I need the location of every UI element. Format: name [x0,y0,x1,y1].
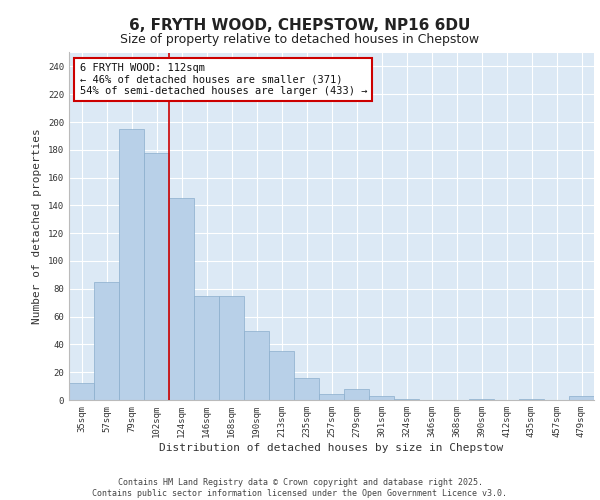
Text: Contains HM Land Registry data © Crown copyright and database right 2025.
Contai: Contains HM Land Registry data © Crown c… [92,478,508,498]
Y-axis label: Number of detached properties: Number of detached properties [32,128,43,324]
Bar [94,282,119,400]
X-axis label: Distribution of detached houses by size in Chepstow: Distribution of detached houses by size … [160,442,503,452]
Text: 6 FRYTH WOOD: 112sqm
← 46% of detached houses are smaller (371)
54% of semi-deta: 6 FRYTH WOOD: 112sqm ← 46% of detached h… [79,63,367,96]
Bar [69,384,94,400]
Text: Size of property relative to detached houses in Chepstow: Size of property relative to detached ho… [121,32,479,46]
Bar [294,378,319,400]
Bar [244,330,269,400]
Bar [569,396,594,400]
Bar [119,129,144,400]
Bar [344,389,369,400]
Bar [319,394,344,400]
Bar [369,396,394,400]
Bar [519,398,544,400]
Bar [169,198,194,400]
Bar [219,296,244,400]
Bar [469,398,494,400]
Text: 6, FRYTH WOOD, CHEPSTOW, NP16 6DU: 6, FRYTH WOOD, CHEPSTOW, NP16 6DU [130,18,470,32]
Bar [194,296,219,400]
Bar [394,398,419,400]
Bar [144,152,169,400]
Bar [269,352,294,400]
